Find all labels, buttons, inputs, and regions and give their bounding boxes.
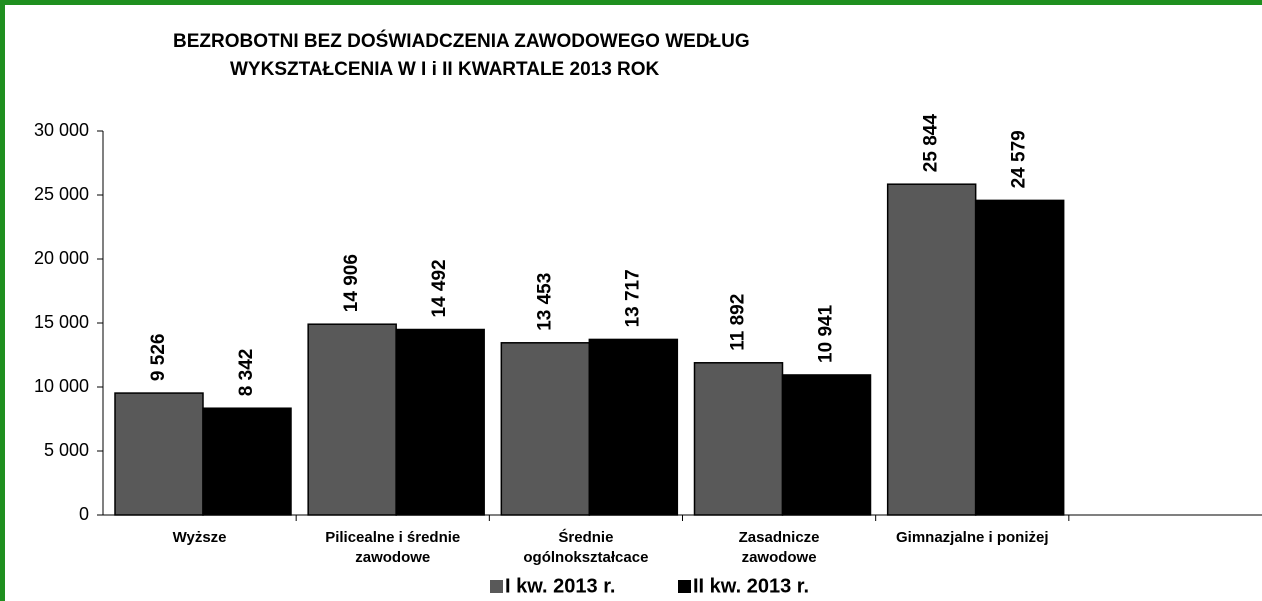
value-label: 13 453 — [534, 273, 555, 331]
value-label: 9 526 — [148, 334, 169, 382]
value-label: 10 941 — [816, 304, 837, 363]
legend-label: I kw. 2013 r. — [505, 575, 615, 597]
bar — [307, 323, 397, 516]
value-label: 24 579 — [1009, 130, 1030, 188]
value-label: 25 844 — [921, 114, 942, 173]
y-tick-label: 15 000 — [34, 312, 89, 332]
chart-title: WYKSZTAŁCENIA W I i II KWARTALE 2013 ROK — [230, 59, 660, 80]
bar — [395, 328, 485, 516]
bar — [202, 407, 292, 516]
value-label: 13 717 — [622, 269, 643, 327]
y-tick-label: 20 000 — [34, 248, 89, 268]
y-tick-label: 30 000 — [34, 120, 89, 140]
bar — [886, 183, 977, 516]
x-tick-label: zawodowe — [742, 549, 817, 566]
x-tick-label: Wyższe — [173, 529, 227, 546]
frame-left — [0, 0, 5, 601]
x-tick-label: zawodowe — [355, 549, 430, 566]
y-tick-label: 10 000 — [34, 376, 89, 396]
value-label: 14 492 — [429, 259, 450, 317]
x-tick-label: Pilicealne i średnie — [325, 529, 460, 546]
y-tick-label: 0 — [79, 504, 89, 524]
chart-title: BEZROBOTNI BEZ DOŚWIADCZENIA ZAWODOWEGO … — [173, 30, 750, 52]
bar — [114, 392, 204, 516]
legend-label: II kw. 2013 r. — [693, 575, 809, 597]
bar — [693, 362, 784, 516]
bar — [588, 338, 679, 516]
frame-top — [0, 0, 1262, 5]
value-label: 8 342 — [236, 349, 257, 397]
y-tick-label: 25 000 — [34, 184, 89, 204]
legend-swatch — [490, 580, 503, 593]
bar — [500, 342, 591, 516]
value-label: 11 892 — [728, 294, 749, 351]
bar — [974, 199, 1065, 516]
legend-swatch — [678, 580, 691, 593]
value-label: 14 906 — [341, 254, 362, 312]
x-tick-label: Gimnazjalne i poniżej — [896, 529, 1049, 546]
x-tick-label: Średnie — [558, 528, 613, 546]
x-tick-label: Zasadnicze — [739, 529, 820, 546]
y-tick-label: 5 000 — [44, 440, 89, 460]
x-tick-label: ogólnokształcace — [523, 549, 648, 566]
bar — [781, 374, 872, 516]
